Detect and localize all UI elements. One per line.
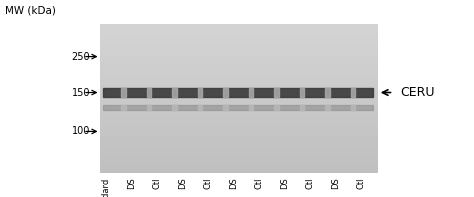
Bar bbox=[146, 88, 151, 97]
Text: Ctl: Ctl bbox=[153, 177, 162, 189]
Bar bbox=[249, 88, 253, 97]
Text: DS: DS bbox=[127, 177, 136, 189]
Bar bbox=[351, 88, 356, 97]
Bar bbox=[325, 105, 330, 110]
Text: Standard: Standard bbox=[101, 177, 110, 197]
Text: 250: 250 bbox=[72, 52, 90, 62]
Bar bbox=[249, 105, 253, 110]
Bar bbox=[172, 88, 177, 97]
Bar bbox=[121, 88, 126, 97]
Text: Ctl: Ctl bbox=[357, 177, 366, 189]
Text: DS: DS bbox=[280, 177, 289, 189]
Bar bbox=[274, 88, 279, 97]
Bar bbox=[121, 105, 126, 110]
Text: Ctl: Ctl bbox=[306, 177, 315, 189]
Bar bbox=[274, 105, 279, 110]
Text: DS: DS bbox=[229, 177, 238, 189]
Bar bbox=[172, 105, 177, 110]
Bar bbox=[146, 105, 151, 110]
Text: DS: DS bbox=[178, 177, 187, 189]
Text: Ctl: Ctl bbox=[255, 177, 264, 189]
Bar bbox=[103, 88, 374, 97]
Bar bbox=[223, 105, 228, 110]
Text: MW (kDa): MW (kDa) bbox=[5, 6, 55, 16]
Bar bbox=[103, 105, 374, 110]
Bar bbox=[325, 88, 330, 97]
Bar bbox=[198, 88, 202, 97]
Bar bbox=[351, 105, 356, 110]
Text: CERU: CERU bbox=[401, 86, 435, 99]
Bar bbox=[300, 88, 304, 97]
Bar bbox=[300, 105, 304, 110]
Bar bbox=[198, 105, 202, 110]
Text: Ctl: Ctl bbox=[204, 177, 213, 189]
Text: DS: DS bbox=[331, 177, 340, 189]
Text: 100: 100 bbox=[72, 126, 90, 137]
Text: 150: 150 bbox=[72, 87, 90, 98]
Bar bbox=[223, 88, 228, 97]
